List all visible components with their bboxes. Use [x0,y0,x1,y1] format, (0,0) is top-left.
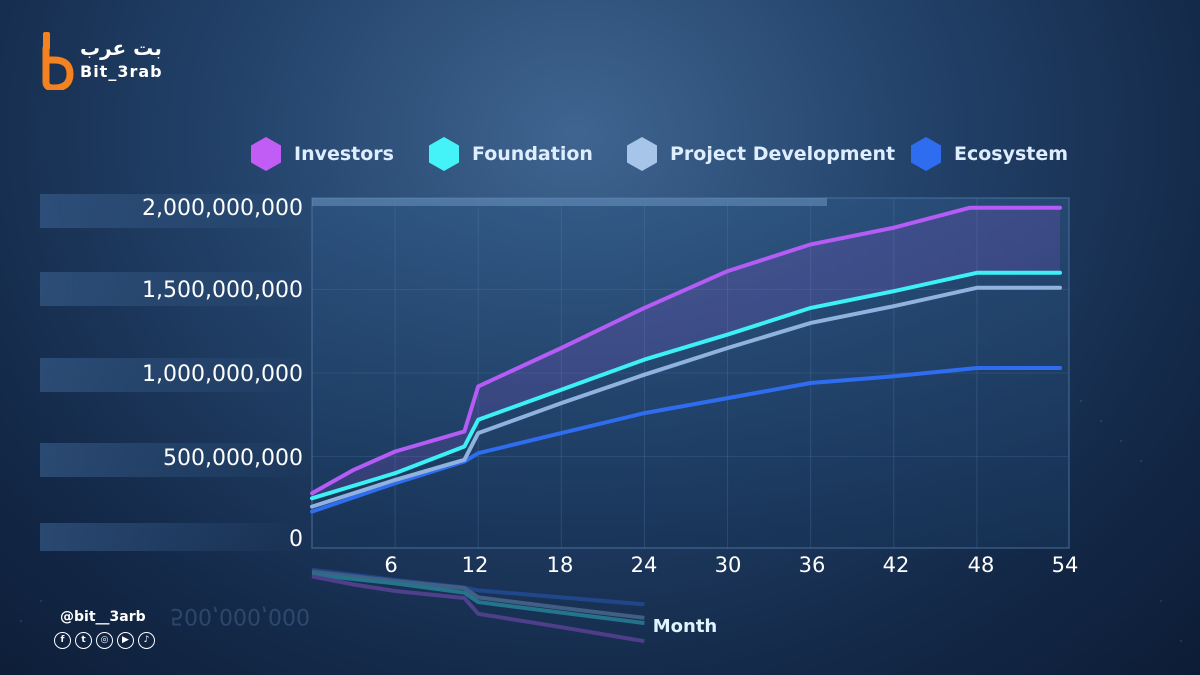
reflection-line [311,574,645,644]
series-line-project-development [310,285,1062,509]
hexagon-icon [911,137,941,171]
series-line-foundation [310,270,1062,501]
legend-item-project-development: Project Development [624,136,895,172]
y-tick-label: 1,000,000,000 [142,362,303,387]
reflection-line [311,569,645,620]
legend-item-foundation: Foundation [426,136,593,172]
social-handle: @bit__3arb [60,609,146,625]
x-tick-label: 36 [798,553,826,577]
x-tick-label: 54 [1051,553,1079,577]
reflection-decoration: 500,000,000 [170,603,310,628]
x-tick-label: 6 [384,553,398,577]
reflection-line [311,567,645,607]
reflection-line [311,572,645,626]
legend-label: Project Development [670,143,896,165]
y-tick-label: 500,000,000 [163,446,303,471]
brand-name-arabic: بت عرب [80,36,162,60]
series-line-investors [310,205,1062,496]
reflection-lines [311,567,645,644]
series-area-investors [312,207,1060,499]
hexagon-icon [627,137,657,171]
x-axis-label: Month [652,616,718,637]
bit3arab-logo-icon [42,32,74,90]
y-tick-label: 1,500,000,000 [142,278,303,303]
x-tick-label: 30 [714,553,742,577]
x-tick-label: 12 [461,553,489,577]
tiktok-icon[interactable]: ♪ [138,632,155,649]
legend-item-ecosystem: Ecosystem [908,136,1068,172]
series-line-ecosystem [310,366,1062,514]
x-tick-label: 24 [630,553,658,577]
x-tick-label: 18 [546,553,574,577]
hexagon-icon [429,137,459,171]
social-icons: f t ◎ ▶ ♪ [54,632,155,649]
legend-swatch [251,137,281,171]
x-tick-label: 48 [967,553,995,577]
facebook-icon[interactable]: f [54,632,71,649]
brand-name-english: Bit_3rab [80,62,163,81]
instagram-icon[interactable]: ◎ [96,632,113,649]
y-tick-label: 2,000,000,000 [142,196,303,221]
legend-label: Ecosystem [954,143,1069,165]
twitter-icon[interactable]: t [75,632,92,649]
youtube-icon[interactable]: ▶ [117,632,134,649]
series-lines [310,205,1062,514]
legend-item-investors: Investors [248,136,394,172]
x-tick-label: 42 [882,553,910,577]
hexagon-icon [251,137,281,171]
legend-label: Investors [294,143,394,165]
series-area [312,207,1060,499]
y-tick-label: 0 [289,527,303,552]
legend-label: Foundation [472,143,593,165]
